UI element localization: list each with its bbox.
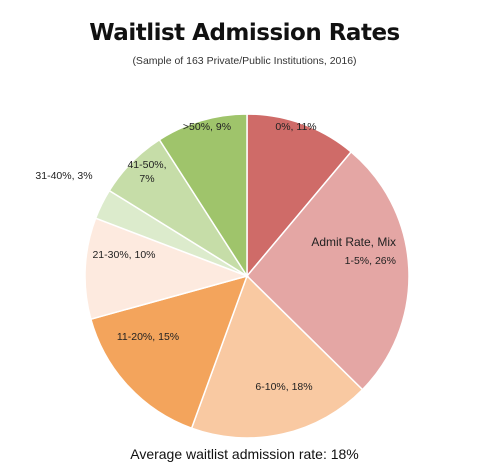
chart-title: Waitlist Admission Rates <box>89 20 400 46</box>
slice-label-7: >50%, 9% <box>183 121 231 133</box>
slice-label-6: 41-50%, <box>127 159 166 171</box>
slice-label-2: 6-10%, 18% <box>255 381 312 393</box>
admit-rate-mix-label: Admit Rate, Mix <box>311 235 396 249</box>
pie-slice-4 <box>84 217 250 321</box>
slice-label-5: 31-40%, 3% <box>35 170 92 182</box>
chart-subtitle: (Sample of 163 Private/Public Institutio… <box>132 55 357 67</box>
slice-label-4: 21-30%, 10% <box>92 249 155 261</box>
slice-label-1: 1-5%, 26% <box>345 255 396 267</box>
pie-slice-1 <box>245 150 410 391</box>
slice-label-0: 0%, 11% <box>275 121 316 133</box>
pie-slice-3 <box>89 274 249 430</box>
slice-label-6-line2: 7% <box>139 173 154 185</box>
pie-slice-0 <box>246 113 353 279</box>
pie-slice-2 <box>190 274 364 439</box>
slice-label-3: 11-20%, 15% <box>117 331 179 343</box>
average-rate-footer: Average waitlist admission rate: 18% <box>130 446 359 462</box>
pie-slice-7 <box>158 113 248 279</box>
